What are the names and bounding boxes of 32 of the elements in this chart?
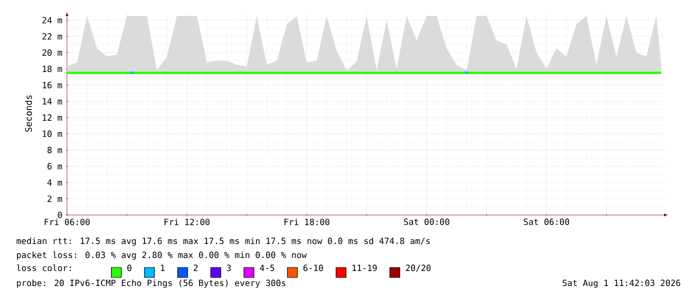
y-axis-title: Seconds xyxy=(24,95,32,132)
legend-label: 20/20 xyxy=(406,264,431,272)
legend-label: 2 xyxy=(194,264,198,271)
x-tick-label: Sat 06:00 xyxy=(524,218,570,226)
x-tick-label: Fri 06:00 xyxy=(44,218,90,226)
y-tick-label: 14 m xyxy=(42,98,62,104)
legend-title: loss color: xyxy=(16,264,71,272)
text: packet loss: 0.03 % avg 2.80 % max 0.00 % min 0.00 % now xyxy=(17,251,307,260)
y-tick-label: 8 m xyxy=(48,146,62,154)
legend-label: 3 xyxy=(226,264,231,272)
x-tick-label: Fri 12:00 xyxy=(164,218,210,226)
x-tick-label: Fri 18:00 xyxy=(284,218,330,226)
text: median rtt: 17.5 ms avg 17.6 ms max 17.5 ms min 17.5 ms now 0.0 ms sd 474.8 am/s xyxy=(16,238,430,246)
legend-label: 11-19 xyxy=(352,264,377,272)
y-tick-label: 12 m xyxy=(42,114,62,121)
y-tick-label: 2 m xyxy=(48,196,62,202)
y-tick-label: 22 m xyxy=(42,33,62,40)
y-tick-label: 4 m xyxy=(47,179,62,186)
legend-label: 0 xyxy=(127,264,132,272)
x-tick-label: Sat 00:00 xyxy=(404,218,450,226)
y-tick-label: 20 m xyxy=(42,49,62,56)
legend-label: 6-10 xyxy=(303,264,323,272)
text: probe: 20 IPv6-ICMP Echo Pings (56 Bytes) every 300s xyxy=(17,280,286,288)
y-tick-label: 10 m xyxy=(42,130,62,138)
text: Sat Aug 1 11:42:03 2026 xyxy=(562,280,680,288)
y-tick-label: 6 m xyxy=(48,163,62,170)
y-tick-label: 16 m xyxy=(42,82,62,88)
y-tick-label: 24 m xyxy=(42,16,62,24)
y-tick-label: 0 xyxy=(58,212,62,218)
legend-label: 4-5 xyxy=(260,264,274,272)
legend-label: 1 xyxy=(160,264,165,271)
y-tick-label: 18 m xyxy=(42,66,62,72)
